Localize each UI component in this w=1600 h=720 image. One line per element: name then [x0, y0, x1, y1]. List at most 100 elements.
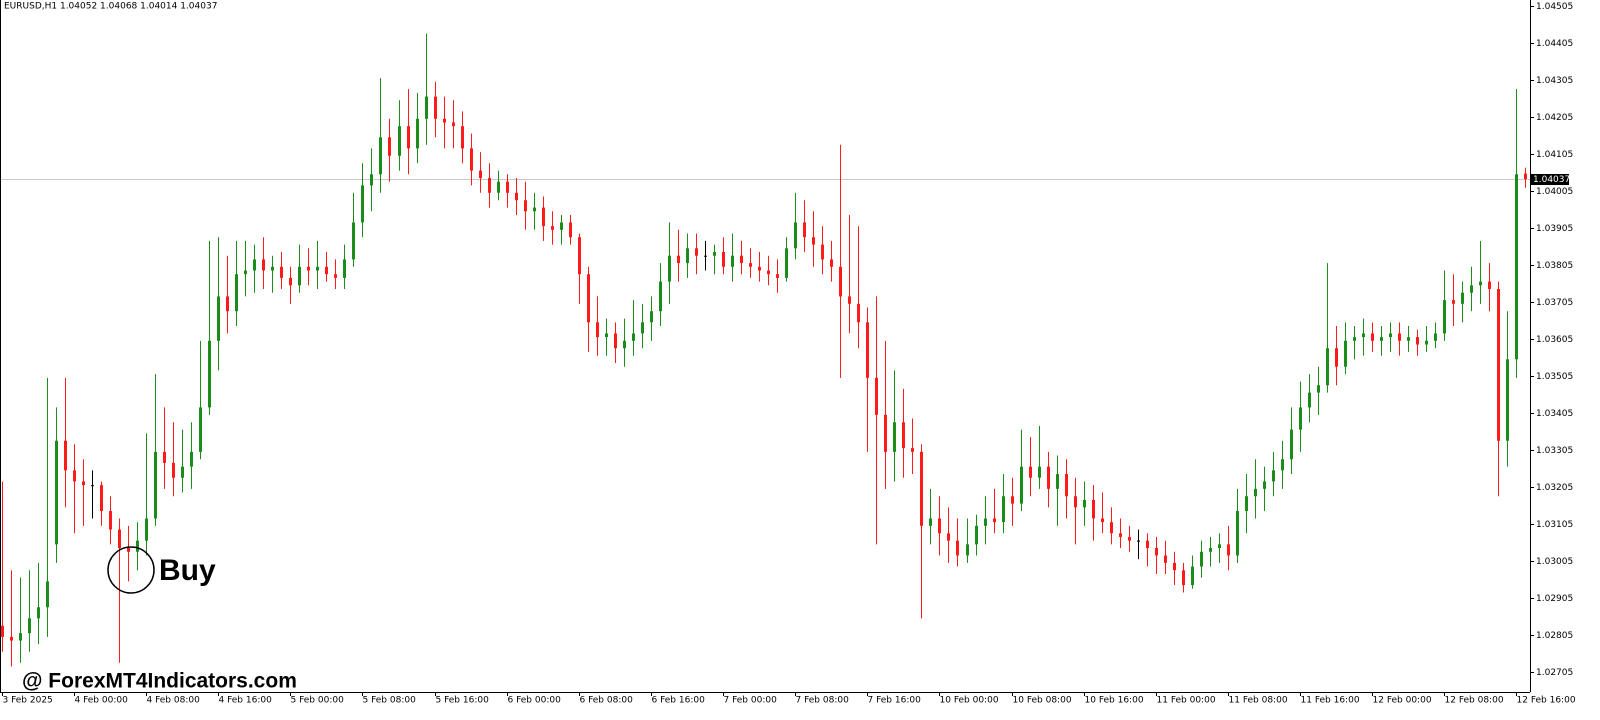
candle-body — [902, 422, 905, 449]
y-tick-label: 1.03905 — [1536, 224, 1573, 234]
y-tick-label: 1.02805 — [1536, 631, 1573, 641]
candle-body — [704, 255, 707, 257]
candle-body — [1101, 518, 1104, 523]
candle-body — [1227, 544, 1230, 556]
candle-body — [118, 529, 121, 549]
candle-body — [407, 126, 410, 149]
candle-body — [1380, 337, 1383, 341]
candle-body — [334, 274, 337, 278]
candle-body — [1263, 481, 1266, 489]
x-tick-label: 4 Feb 08:00 — [147, 696, 201, 706]
y-tick-label: 1.04405 — [1536, 39, 1573, 49]
candle-body — [1029, 466, 1032, 478]
candle-body — [64, 440, 67, 471]
y-tick-label: 1.04205 — [1536, 113, 1573, 123]
candle-body — [713, 252, 716, 256]
y-tick-label: 1.03705 — [1536, 298, 1573, 308]
candle-body — [668, 255, 671, 282]
candle-body — [560, 222, 563, 230]
candle-body — [938, 518, 941, 534]
x-tick-label: 7 Feb 16:00 — [868, 696, 922, 706]
y-tick-label: 1.03105 — [1536, 520, 1573, 530]
candle-body — [388, 137, 391, 156]
x-tick-label: 11 Feb 08:00 — [1229, 696, 1288, 706]
candle-body — [1299, 407, 1302, 430]
candle-body — [1200, 551, 1203, 567]
candle-body — [181, 466, 184, 478]
candle-body — [1524, 173, 1527, 180]
x-tick-label: 3 Feb 2025 — [3, 696, 53, 706]
candle-body — [731, 255, 734, 267]
y-tick-label: 1.03605 — [1536, 335, 1573, 345]
candle-body — [1092, 499, 1095, 519]
candle-body — [307, 266, 310, 271]
candle-body — [452, 122, 455, 127]
candle-body — [19, 633, 22, 641]
x-tick-label: 10 Feb 08:00 — [1013, 696, 1072, 706]
candle-body — [46, 581, 49, 608]
candle-body — [533, 207, 536, 212]
candle-body — [208, 340, 211, 408]
candle-body — [1290, 429, 1293, 460]
candle-body — [1326, 348, 1329, 386]
candle-body — [479, 170, 482, 178]
candle-body — [298, 266, 301, 286]
x-tick-label: 7 Feb 00:00 — [724, 696, 778, 706]
candle-body — [1515, 174, 1518, 360]
y-tick-label: 1.03505 — [1536, 372, 1573, 382]
candle-body — [1155, 548, 1158, 556]
candle-body — [984, 518, 987, 526]
candle-body — [352, 222, 355, 260]
x-tick-label: 6 Feb 00:00 — [508, 696, 562, 706]
x-tick-label: 10 Feb 00:00 — [940, 696, 999, 706]
candle-body — [1389, 333, 1392, 338]
candle-body — [1191, 566, 1194, 586]
candle-body — [1182, 570, 1185, 586]
candle-body — [379, 137, 382, 175]
candle-body — [1506, 359, 1509, 441]
chart-title: EURUSD,H1 1.04052 1.04068 1.04014 1.0403… — [4, 2, 217, 12]
buy-annotation: Buy — [159, 554, 216, 587]
y-tick-label: 1.03405 — [1536, 409, 1573, 419]
candle-body — [551, 226, 554, 230]
candle-body — [289, 277, 292, 286]
candle-body — [722, 252, 725, 267]
y-tick-label: 1.04105 — [1536, 150, 1573, 160]
candle-body — [1173, 562, 1176, 571]
candle-body — [370, 174, 373, 186]
candle-body — [578, 237, 581, 275]
candle-body — [37, 607, 40, 619]
x-tick-label: 12 Feb 16:00 — [1517, 696, 1576, 706]
candle-body — [821, 244, 824, 260]
candle-body — [1164, 555, 1167, 563]
y-tick-label: 1.04305 — [1536, 76, 1573, 86]
candle-body — [1047, 466, 1050, 489]
candle-body — [1308, 392, 1311, 408]
candle-body — [82, 481, 85, 486]
candle-body — [803, 222, 806, 238]
candle-body — [127, 548, 130, 552]
candle-body — [641, 322, 644, 334]
y-tick-label: 1.03805 — [1536, 261, 1573, 271]
candle-body — [1416, 337, 1419, 345]
candle-body — [1146, 540, 1149, 549]
candle-body — [1443, 300, 1446, 334]
candle-body — [1434, 333, 1437, 341]
plot-area — [0, 33, 1530, 667]
candle-body — [425, 96, 428, 119]
candle-body — [929, 518, 932, 526]
candle-body — [190, 451, 193, 467]
candle-body — [1371, 333, 1374, 341]
y-tick-label: 1.03005 — [1536, 557, 1573, 567]
candle-body — [875, 377, 878, 415]
candle-body — [1002, 496, 1005, 523]
x-tick-label: 5 Feb 08:00 — [363, 696, 417, 706]
candle-body — [461, 126, 464, 149]
candle-body — [776, 274, 779, 278]
x-tick-label: 7 Feb 08:00 — [796, 696, 850, 706]
candle-body — [758, 266, 761, 271]
candle-body — [100, 485, 103, 512]
y-tick-label: 1.04505 — [1536, 2, 1573, 12]
